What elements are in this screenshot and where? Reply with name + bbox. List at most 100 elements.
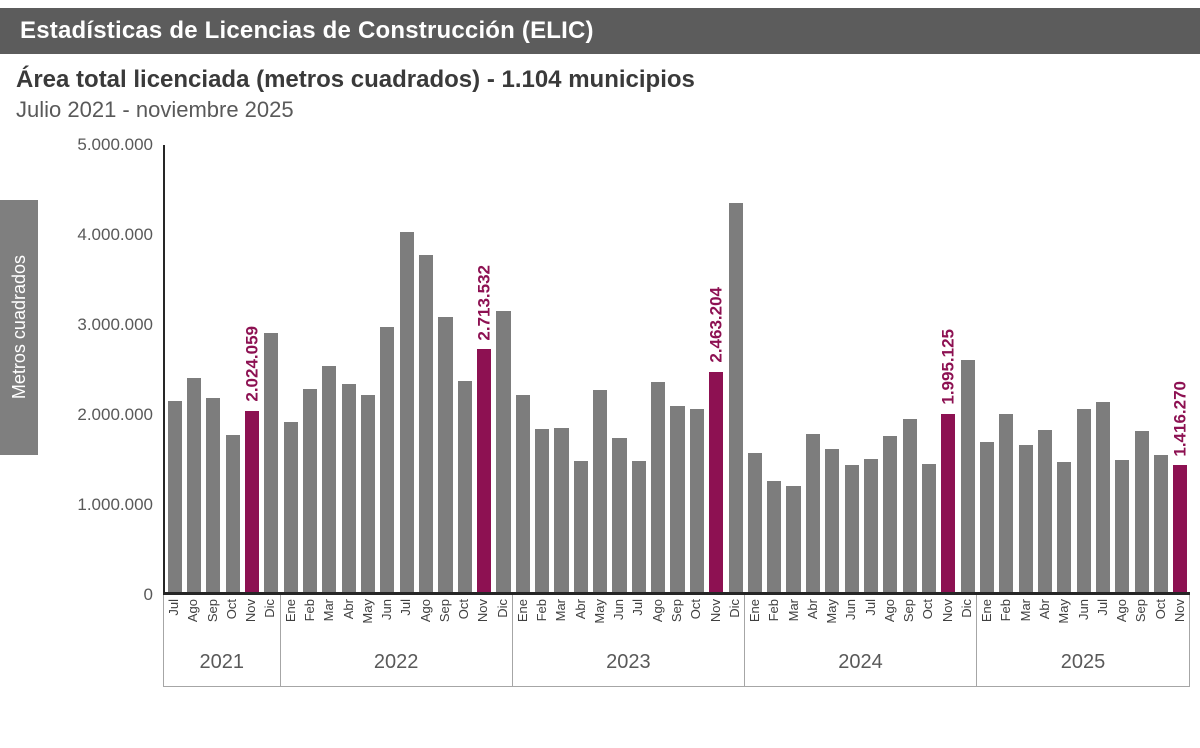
month-slot: Abr bbox=[803, 599, 822, 641]
bar-slot bbox=[320, 145, 339, 592]
y-axis-ticks: 5.000.000 4.000.000 3.000.000 2.000.000 1.00… bbox=[38, 135, 163, 604]
value-label-2022: 2.713.532 bbox=[474, 264, 494, 341]
bar-2024-ago bbox=[883, 436, 898, 592]
bar-2023-mar bbox=[554, 428, 569, 592]
month-label: May bbox=[359, 599, 375, 624]
month-label: Mar bbox=[321, 599, 337, 622]
month-slot: Nov bbox=[473, 599, 492, 641]
month-slot: May bbox=[590, 599, 609, 641]
month-slot: Ago bbox=[880, 599, 899, 641]
month-slot: Mar bbox=[551, 599, 570, 641]
month-label: May bbox=[824, 599, 840, 624]
month-label: Abr bbox=[804, 599, 820, 620]
year-label: 2024 bbox=[838, 651, 883, 673]
month-slot: Nov bbox=[1170, 599, 1189, 641]
y-tick-label: 5.000.000 bbox=[77, 135, 153, 154]
bar-2023-oct bbox=[689, 408, 704, 592]
month-slot: Jul bbox=[396, 599, 415, 641]
months-row: Ene Feb Mar Abr May Jun Jul Ago Sep Oct Nov Dic bbox=[513, 595, 744, 641]
month-label: Abr bbox=[572, 599, 588, 620]
bar-2025-nov bbox=[1173, 465, 1188, 592]
bar-2021-ago bbox=[186, 378, 202, 592]
month-slot: Oct bbox=[918, 599, 937, 641]
month-label: Nov bbox=[1171, 599, 1187, 623]
axis-group-2024: Ene Feb Mar Abr May Jun Jul Ago Sep Oct Nov Dic 2024 bbox=[745, 595, 978, 686]
month-slot: Abr bbox=[1035, 599, 1054, 641]
bar-slot bbox=[300, 145, 319, 592]
month-label: Nov bbox=[243, 599, 259, 623]
month-label: Dic bbox=[494, 599, 510, 618]
month-label: Ene bbox=[514, 599, 530, 623]
y-tick-label: 1.000.000 bbox=[77, 495, 153, 514]
year-label: 2021 bbox=[199, 651, 245, 673]
bar-2022-abr bbox=[341, 383, 356, 592]
month-label: Ene bbox=[747, 599, 763, 623]
bar-slot bbox=[745, 145, 764, 592]
month-label: Abr bbox=[340, 599, 356, 620]
bar-2022-dic bbox=[496, 311, 511, 592]
month-slot: Dic bbox=[725, 599, 744, 641]
year-label: 2025 bbox=[1060, 651, 1106, 673]
bar-slot bbox=[784, 145, 803, 592]
value-label-2024: 1.995.125 bbox=[938, 329, 958, 405]
month-slot: Ene bbox=[281, 599, 300, 641]
month-slot: Mar bbox=[1016, 599, 1035, 641]
month-slot: Feb bbox=[532, 599, 551, 641]
bar-slot bbox=[803, 145, 822, 592]
month-label: Oct bbox=[1152, 599, 1168, 620]
month-slot: Ene bbox=[513, 599, 532, 641]
bar-slot bbox=[919, 145, 938, 592]
month-slot: Jul bbox=[164, 599, 183, 641]
x-axis-area: Jul Ago Sep Oct Nov Dic 2021 Ene Feb Mar Abr May Jun… bbox=[163, 595, 1190, 687]
bar-2025-abr bbox=[1037, 430, 1053, 592]
month-label: Jul bbox=[862, 599, 878, 616]
month-label: Sep bbox=[1133, 599, 1149, 623]
bar-slot bbox=[1113, 145, 1132, 592]
bar-2024-abr bbox=[805, 433, 820, 592]
axis-group-2021: Jul Ago Sep Oct Nov Dic 2021 bbox=[164, 595, 281, 686]
bar-slot bbox=[610, 145, 629, 592]
bar-slot bbox=[1151, 145, 1170, 592]
y-tick-label: 4.000.000 bbox=[77, 225, 153, 244]
month-slot: Oct bbox=[686, 599, 705, 641]
month-label: Feb bbox=[766, 599, 782, 622]
bar-slot bbox=[184, 145, 203, 592]
month-slot: Ago bbox=[183, 599, 202, 641]
bar-2025-ene bbox=[979, 441, 994, 592]
bar-group-2023: 2.463.204 bbox=[513, 145, 745, 592]
bar-2022-nov bbox=[477, 349, 492, 592]
bar-2025-may bbox=[1057, 462, 1072, 592]
month-label: Jul bbox=[398, 599, 414, 616]
months-row: Ene Feb Mar Abr May Jun Jul Ago Sep Oct Nov bbox=[977, 595, 1189, 641]
chart-container: Metros cuadrados 5.000.000 4.000.000 3.000… bbox=[0, 135, 1200, 687]
month-label: Ago bbox=[1114, 599, 1130, 623]
bar-2023-may bbox=[593, 389, 608, 592]
chart-period: Julio 2021 - noviembre 2025 bbox=[16, 97, 294, 122]
month-slot: Jun bbox=[377, 599, 396, 641]
bar-2021-dic bbox=[264, 332, 279, 592]
bar-slot bbox=[165, 145, 184, 592]
month-label: Ago bbox=[649, 599, 665, 623]
month-slot: Ago bbox=[415, 599, 434, 641]
bar-slot bbox=[842, 145, 861, 592]
bar-2022-oct bbox=[457, 381, 472, 592]
bar-slot bbox=[339, 145, 358, 592]
month-label: Jun bbox=[379, 599, 395, 620]
month-slot: Feb bbox=[764, 599, 783, 641]
month-slot: Oct bbox=[1150, 599, 1169, 641]
bar-2023-sep bbox=[670, 406, 685, 592]
bar-slot bbox=[765, 145, 784, 592]
bar-2022-ene bbox=[283, 422, 298, 592]
bar-slot bbox=[687, 145, 706, 592]
year-label: 2022 bbox=[373, 651, 419, 673]
bar-slot bbox=[1055, 145, 1074, 592]
bar-slot bbox=[1016, 145, 1035, 592]
bar-2024-sep bbox=[902, 419, 917, 592]
bar-2023-abr bbox=[573, 460, 588, 592]
month-slot: Jul bbox=[628, 599, 647, 641]
month-label: Oct bbox=[456, 599, 472, 620]
chart-title: Área total licenciada (metros cuadrados)… bbox=[16, 66, 695, 93]
value-label-2023: 2.463.204 bbox=[706, 287, 726, 363]
month-label: Mar bbox=[1017, 599, 1033, 622]
month-label: Nov bbox=[939, 599, 955, 623]
